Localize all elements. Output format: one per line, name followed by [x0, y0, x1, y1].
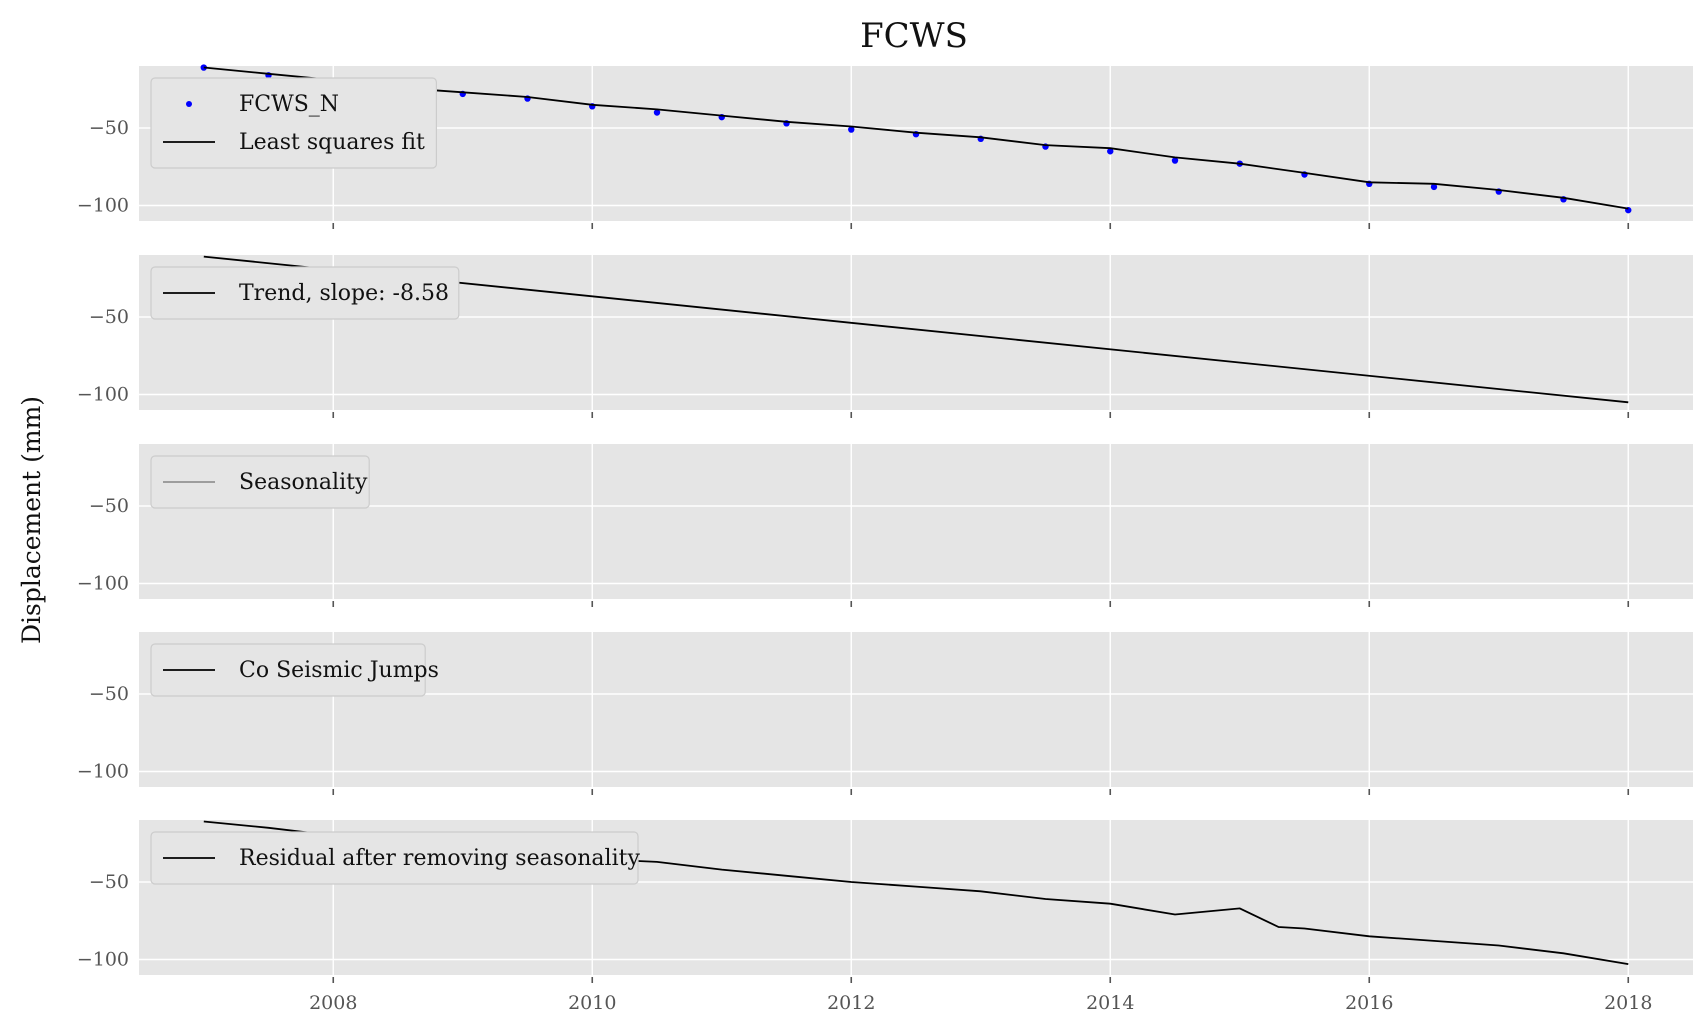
data-point	[1171, 157, 1179, 164]
legend-box	[150, 831, 639, 885]
panel-observed: −50 −100 FCWS_N Least squares fit	[77, 64, 1693, 229]
panel-background	[139, 444, 1693, 599]
x-axis: 2008 2010 2012 2014 2016 2018	[309, 992, 1652, 1014]
legend-box	[150, 643, 426, 697]
legend: FCWS_N Least squares fit	[150, 77, 437, 169]
x-tick-label: 2018	[1604, 992, 1652, 1014]
panel-residual: −50 −100 Residual after removing seasonali…	[77, 820, 1693, 983]
y-tick-label: −50	[89, 871, 129, 893]
y-tick-label: −100	[77, 761, 129, 783]
legend-label: Residual after removing seasonality	[239, 846, 640, 871]
y-tick-label: −100	[77, 949, 129, 971]
y-tick-label: −100	[77, 573, 129, 595]
data-point	[1107, 148, 1114, 155]
legend-box	[150, 266, 460, 320]
data-point	[653, 109, 661, 116]
panels-group: −50 −100 FCWS_N Least squares fit −50 −100 Tre…	[77, 64, 1693, 983]
legend-marker	[186, 101, 192, 107]
y-axis-label: Displacement (mm)	[17, 396, 46, 644]
y-tick-label: −50	[89, 117, 129, 139]
x-tick-label: 2010	[568, 992, 616, 1014]
legend-box	[150, 455, 370, 509]
legend: Co Seismic Jumps	[150, 643, 439, 697]
data-point	[1430, 183, 1438, 191]
panel-jumps: −50 −100 Co Seismic Jumps	[77, 632, 1693, 795]
legend: Trend, slope: -8.58	[150, 266, 460, 320]
series-line	[203, 66, 1629, 210]
chart-title: FCWS	[860, 16, 968, 56]
panel-seasonality: −50 −100 Seasonality	[77, 444, 1693, 607]
legend: Residual after removing seasonality	[150, 831, 640, 885]
legend-label: Seasonality	[239, 470, 368, 495]
legend-label: Co Seismic Jumps	[239, 658, 439, 683]
y-tick-label: −100	[77, 195, 129, 217]
y-tick-label: −100	[77, 384, 129, 406]
y-tick-label: −50	[89, 495, 129, 517]
x-tick-label: 2012	[827, 992, 875, 1014]
y-tick-label: −50	[89, 683, 129, 705]
legend-label: Least squares fit	[239, 130, 425, 155]
y-tick-label: −50	[89, 306, 129, 328]
data-point	[848, 126, 855, 133]
x-tick-label: 2014	[1086, 992, 1134, 1014]
x-tick-label: 2008	[309, 992, 357, 1014]
legend-label: FCWS_N	[239, 92, 339, 117]
legend-box	[150, 77, 437, 169]
legend-label: Trend, slope: -8.58	[239, 281, 449, 306]
x-tick-label: 2016	[1345, 992, 1393, 1014]
panel-trend: −50 −100 Trend, slope: -8.58	[77, 255, 1693, 418]
legend: Seasonality	[150, 455, 370, 509]
data-point	[200, 64, 207, 71]
